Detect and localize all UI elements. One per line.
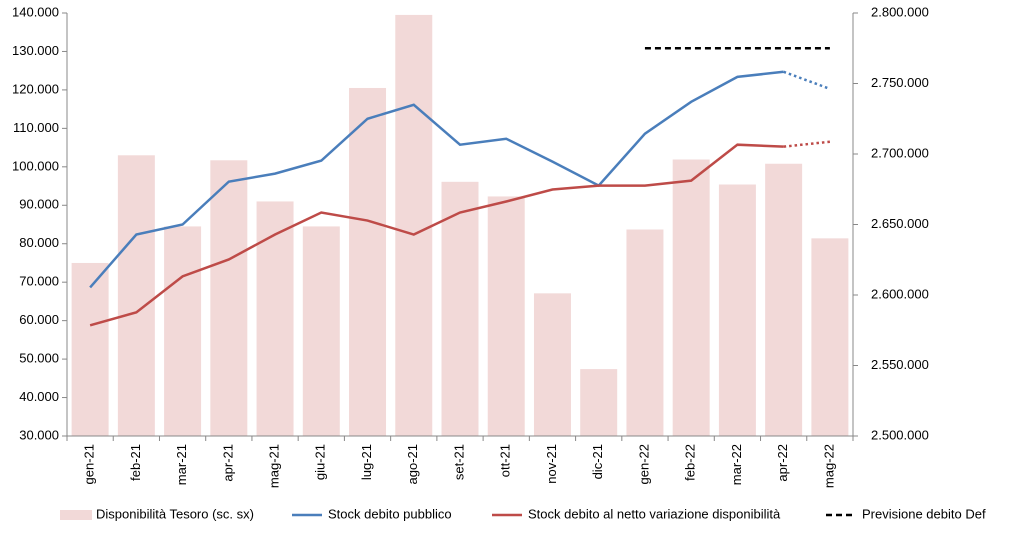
x-tick-label: feb-22 [683,444,698,481]
bar [718,184,756,436]
legend-swatch [60,510,92,520]
y-tick-label: 50.000 [19,351,59,366]
x-tick-label: dic-21 [590,444,605,479]
bar [395,14,433,436]
legend-label: Previsione debito Def [862,506,986,521]
legend-label: Disponibilità Tesoro (sc. sx) [96,506,254,521]
bar [672,159,710,436]
y-tick-label: 140.000 [12,4,59,19]
x-tick-label: giu-21 [313,444,328,480]
y-tick-label: 60.000 [19,312,59,327]
y-tick-label: 110.000 [13,120,59,135]
line-series [89,143,784,327]
bar [533,293,571,436]
bar [349,87,387,437]
y2-tick-label: 2.700.000 [871,145,929,160]
line-series [783,140,831,148]
x-tick-label: mar-22 [729,444,744,485]
legend-label: Stock debito al netto variazione disponi… [528,506,781,521]
x-tick-label: apr-22 [775,444,790,482]
x-tick-label: set-21 [451,444,466,480]
x-tick-label: mag-21 [266,444,281,488]
bar [626,229,664,436]
y2-tick-label: 2.750.000 [871,75,929,90]
x-tick-label: apr-21 [220,444,235,482]
y2-tick-label: 2.500.000 [871,427,929,442]
x-tick-label: ago-21 [405,444,420,484]
bar [71,262,109,436]
y2-tick-label: 2.800.000 [871,4,929,19]
x-tick-label: lug-21 [359,444,374,480]
bar [765,163,803,436]
x-tick-label: mar-21 [174,444,189,485]
x-tick-label: gen-22 [636,444,651,484]
y2-tick-label: 2.600.000 [871,286,929,301]
bar [487,196,525,436]
y-tick-label: 80.000 [19,235,59,250]
x-tick-label: gen-21 [82,444,97,484]
x-tick-label: ott-21 [498,444,513,477]
bar [256,201,294,436]
y-tick-label: 40.000 [19,389,59,404]
y2-tick-label: 2.550.000 [871,357,929,372]
bar [117,155,155,437]
y-tick-label: 70.000 [19,274,59,289]
x-tick-label: nov-21 [544,444,559,484]
y-tick-label: 100.000 [12,158,59,173]
legend-label: Stock debito pubblico [328,506,452,521]
y-tick-label: 120.000 [12,81,59,96]
y-tick-label: 130.000 [12,43,59,58]
x-tick-label: feb-21 [128,444,143,481]
y-tick-label: 90.000 [19,197,59,212]
bar [164,226,202,436]
x-tick-label: mag-22 [821,444,836,488]
y2-tick-label: 2.650.000 [871,216,929,231]
bar [441,181,479,436]
bar [210,160,248,436]
y-tick-label: 30.000 [19,427,59,442]
bar [580,369,618,436]
line-series [89,70,784,289]
bar [302,226,340,436]
line-series [783,70,831,91]
bar [811,238,849,436]
